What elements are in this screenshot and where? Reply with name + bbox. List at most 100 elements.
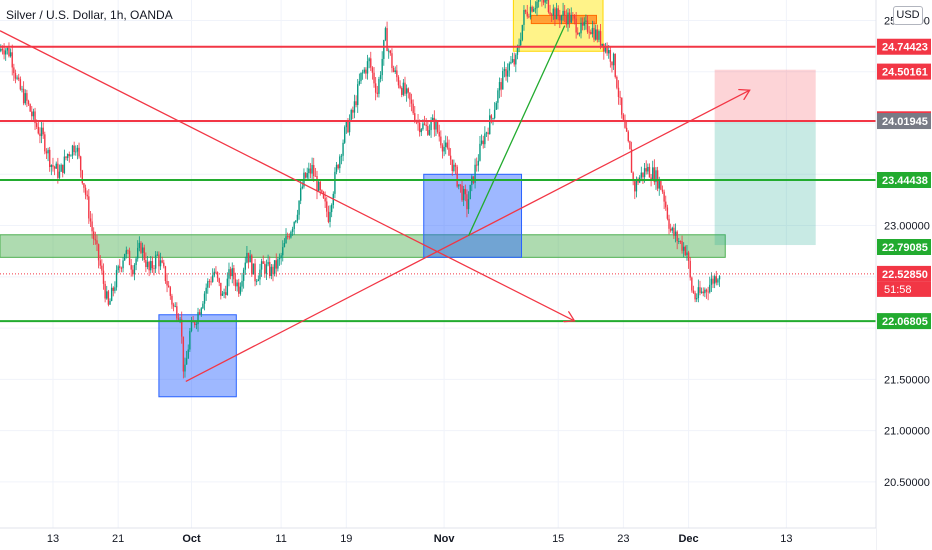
candle-body [282,247,284,256]
candle-body [616,76,618,88]
candle-body [381,58,383,76]
candle-body [515,54,517,65]
candle-body [581,22,584,26]
candle-body [699,287,701,293]
candle-body [29,104,31,112]
candle-body [27,100,30,105]
candle-body [709,284,711,293]
candle-body [661,189,664,192]
candle-body [35,123,38,127]
candle-body [252,263,255,275]
candle-body [150,261,152,271]
candle-body [418,122,421,133]
candle-body [410,99,413,104]
candle-body [229,269,232,277]
candle-body [599,31,602,46]
candle-body [238,282,240,294]
candle-body [430,121,432,131]
candle-body [653,167,656,183]
candle-body [559,15,561,21]
x-tick-label: 13 [780,533,792,545]
candle-body [322,192,325,199]
candle-body [14,73,17,79]
candle-body [630,149,633,173]
currency-button[interactable]: USD [893,6,923,25]
price-label: 24.74423 [882,42,928,54]
candle-body [130,264,132,270]
candle-body [342,142,344,156]
candle-body [622,114,625,120]
candle-body [560,15,563,21]
candle-body [63,156,66,173]
candle-body [550,14,553,16]
candle-body [531,6,533,12]
candle-body [76,147,79,152]
candle-body [148,261,150,271]
candle-body [479,143,481,161]
candle-body [283,242,286,248]
candle-body [234,279,237,287]
candle-body [45,151,48,154]
candle-body [386,28,388,52]
candle-body [207,281,209,288]
candle-body [401,88,403,95]
candle-body [203,293,206,304]
candle-body [505,69,507,77]
candle-body [394,70,396,72]
candle-body [1,48,4,51]
candle-body [379,75,382,79]
candle-body [304,172,307,178]
candle-body [598,31,600,40]
candle-body [358,81,361,85]
candle-body [308,168,310,174]
candle-body [221,293,224,296]
candle-body [109,300,111,305]
candle-body [198,312,201,315]
candle-body [241,280,243,287]
candle-body [316,176,318,192]
candle-body [715,276,717,283]
trend-lines [0,25,750,382]
candle-body [608,50,610,54]
candle-body [477,160,480,166]
candle-body [402,82,405,95]
candle-body [552,8,555,16]
candle-body [710,278,713,285]
candle-body [652,167,654,180]
x-tick-label: 23 [617,533,629,545]
candle-body [557,8,559,16]
green-zone [0,234,726,258]
candle-body [625,127,628,132]
candle-body [47,149,49,154]
candle-body [511,59,514,62]
candle-body [588,31,590,33]
candle-body [368,58,370,62]
candle-body [285,236,287,243]
candle-body [21,88,23,90]
candle-body [326,201,328,212]
price-label-bg [877,238,931,255]
candle-body [106,291,108,299]
candle-body [166,281,168,286]
candle-body [26,93,28,101]
candle-body [93,231,95,240]
candle-body [107,291,110,305]
candle-body [171,295,173,305]
candle-body [22,88,25,104]
candle-body [236,282,238,287]
candle-body [260,261,263,270]
candle-body [533,9,535,12]
price-label-bg [877,63,931,80]
candle-body [621,97,623,115]
candle-body [110,287,113,301]
candle-body [361,72,364,74]
candle-body [280,255,282,259]
candle-body [542,0,545,3]
candle-body [611,61,613,66]
price-label-bg [877,265,931,282]
candle-body [99,260,101,266]
candle-body [181,319,183,337]
candle-body [696,298,698,300]
candle-body [433,117,436,130]
